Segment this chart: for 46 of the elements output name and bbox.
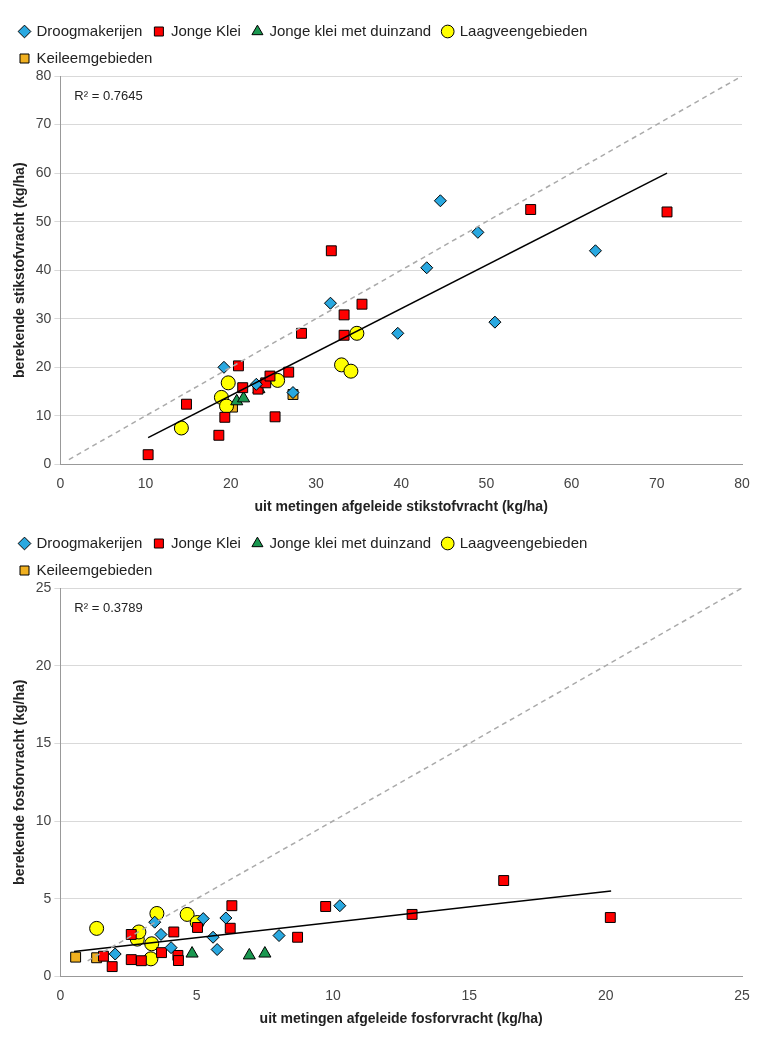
x-tick-label: 0 <box>56 986 65 1003</box>
x-axis-title: uit metingen afgeleide stikstofvracht (kg/ha) <box>254 498 548 515</box>
x-tick-label: 10 <box>325 986 342 1003</box>
y-tick-label: 0 <box>43 967 52 984</box>
x-tick-label: 30 <box>308 474 324 491</box>
x-tick-label: 25 <box>734 986 750 1003</box>
legend-label: Jonge klei met duinzand <box>269 21 432 39</box>
x-axis-title: uit metingen afgeleide fosforvracht (kg/ha) <box>259 1010 543 1027</box>
x-tick-label: 20 <box>597 986 614 1003</box>
y-tick-label: 15 <box>35 734 52 751</box>
legend-label: Jonge Klei <box>170 21 241 39</box>
x-tick-label: 15 <box>461 986 478 1003</box>
y-tick-label: 80 <box>35 66 52 83</box>
x-tick-label: 10 <box>137 474 154 491</box>
legend-label: Laagveengebieden <box>459 533 588 551</box>
legend-label: Jonge klei met duinzand <box>269 533 432 551</box>
legend-label: Keileemgebieden <box>36 560 153 578</box>
y-tick-label: 0 <box>43 455 52 472</box>
x-tick-label: 40 <box>393 474 410 491</box>
y-tick-label: 10 <box>35 811 52 828</box>
x-tick-label: 60 <box>563 474 580 491</box>
x-tick-label: 70 <box>649 474 665 491</box>
y-tick-label: 60 <box>35 163 52 180</box>
x-tick-label: 50 <box>478 474 495 491</box>
legend-label: Keileemgebieden <box>36 48 153 66</box>
y-tick-label: 20 <box>35 656 52 673</box>
y-tick-label: 25 <box>35 578 52 595</box>
x-tick-label: 0 <box>56 474 65 491</box>
y-tick-label: 50 <box>35 212 52 229</box>
annotation: R² = 0.3789 <box>74 600 143 616</box>
x-tick-label: 20 <box>222 474 239 491</box>
legend-label: Jonge Klei <box>170 533 241 551</box>
legend-label: Droogmakerijen <box>36 21 143 39</box>
y-tick-label: 40 <box>35 261 52 278</box>
legend-label: Droogmakerijen <box>36 533 143 551</box>
y-tick-label: 5 <box>43 889 52 906</box>
annotation: R² = 0.7645 <box>74 88 143 104</box>
y-tick-label: 10 <box>35 406 52 423</box>
y-axis-title: berekende fosforvracht (kg/ha) <box>11 679 28 885</box>
y-axis-title: berekende stikstofvracht (kg/ha) <box>11 162 28 378</box>
y-tick-label: 70 <box>35 115 52 132</box>
y-tick-label: 30 <box>35 309 52 326</box>
x-tick-label: 5 <box>192 986 201 1003</box>
x-tick-label: 80 <box>734 474 750 491</box>
y-tick-label: 20 <box>35 358 52 375</box>
legend-label: Laagveengebieden <box>459 21 588 39</box>
